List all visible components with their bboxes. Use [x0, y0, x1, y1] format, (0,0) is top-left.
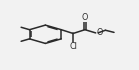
Text: Cl: Cl: [69, 42, 77, 51]
Text: O: O: [82, 13, 88, 22]
Text: O: O: [96, 28, 102, 37]
